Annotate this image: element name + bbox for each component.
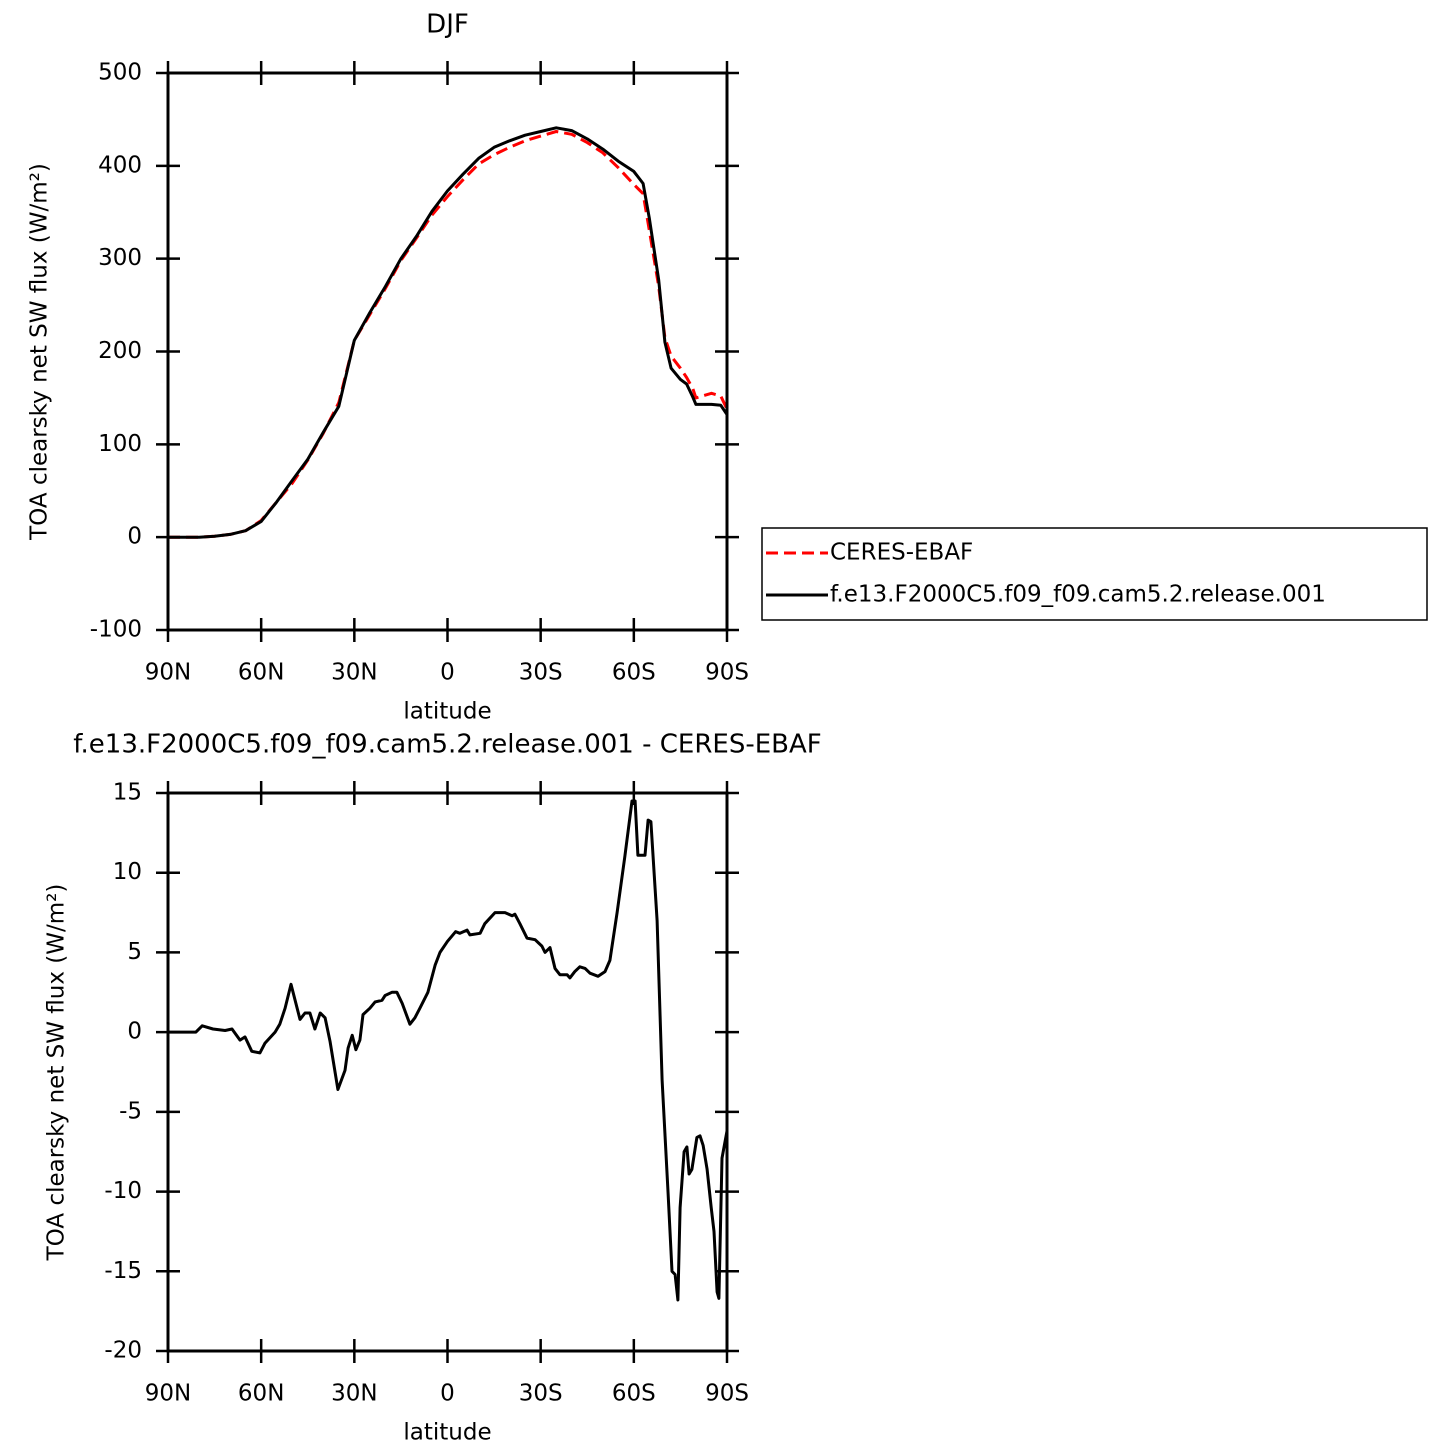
y-tick-label: -10: [104, 1178, 142, 1204]
y-tick-label: 0: [127, 524, 142, 550]
y-axis-label: TOA clearsky net SW flux (W/m²): [44, 884, 70, 1262]
y-tick-label: -5: [119, 1098, 142, 1124]
x-tick-label: 60S: [612, 660, 656, 686]
x-tick-label: 30S: [519, 1381, 563, 1407]
legend-label: CERES-EBAF: [830, 540, 973, 566]
y-tick-label: -15: [104, 1258, 142, 1284]
y-tick-label: -100: [90, 617, 142, 643]
x-tick-label: 90N: [145, 660, 191, 686]
y-tick-label: 300: [98, 245, 142, 271]
y-tick-label: 500: [98, 60, 142, 86]
x-tick-label: 30S: [519, 660, 563, 686]
x-tick-label: 30N: [331, 660, 377, 686]
x-axis-label: latitude: [403, 699, 491, 725]
x-tick-label: 0: [440, 1381, 455, 1407]
y-tick-label: -20: [104, 1338, 142, 1364]
x-tick-label: 60N: [238, 660, 284, 686]
x-tick-label: 30N: [331, 1381, 377, 1407]
y-tick-label: 200: [98, 338, 142, 364]
y-tick-label: 400: [98, 152, 142, 178]
x-tick-label: 0: [440, 660, 455, 686]
x-tick-label: 90S: [705, 1381, 749, 1407]
x-tick-label: 60N: [238, 1381, 284, 1407]
x-axis-label: latitude: [403, 1420, 491, 1446]
x-tick-label: 90S: [705, 660, 749, 686]
chart-title: DJF: [426, 10, 469, 40]
y-tick-label: 0: [127, 1019, 142, 1045]
legend-label: f.e13.F2000C5.f09_f09.cam5.2.release.001: [830, 582, 1326, 608]
y-axis-label: TOA clearsky net SW flux (W/m²): [27, 163, 53, 541]
y-tick-label: 15: [113, 780, 142, 806]
legend-box: [761, 527, 1428, 621]
plot-frame: [166, 791, 729, 1353]
x-tick-label: 90N: [145, 1381, 191, 1407]
y-tick-label: 100: [98, 431, 142, 457]
series-line: [168, 799, 729, 1302]
x-tick-label: 60S: [612, 1381, 656, 1407]
chart-title: f.e13.F2000C5.f09_f09.cam5.2.release.001…: [73, 730, 821, 760]
plot-frame: [166, 71, 729, 632]
y-tick-label: 5: [127, 939, 142, 965]
y-tick-label: 10: [113, 859, 142, 885]
series-line: [168, 126, 729, 539]
